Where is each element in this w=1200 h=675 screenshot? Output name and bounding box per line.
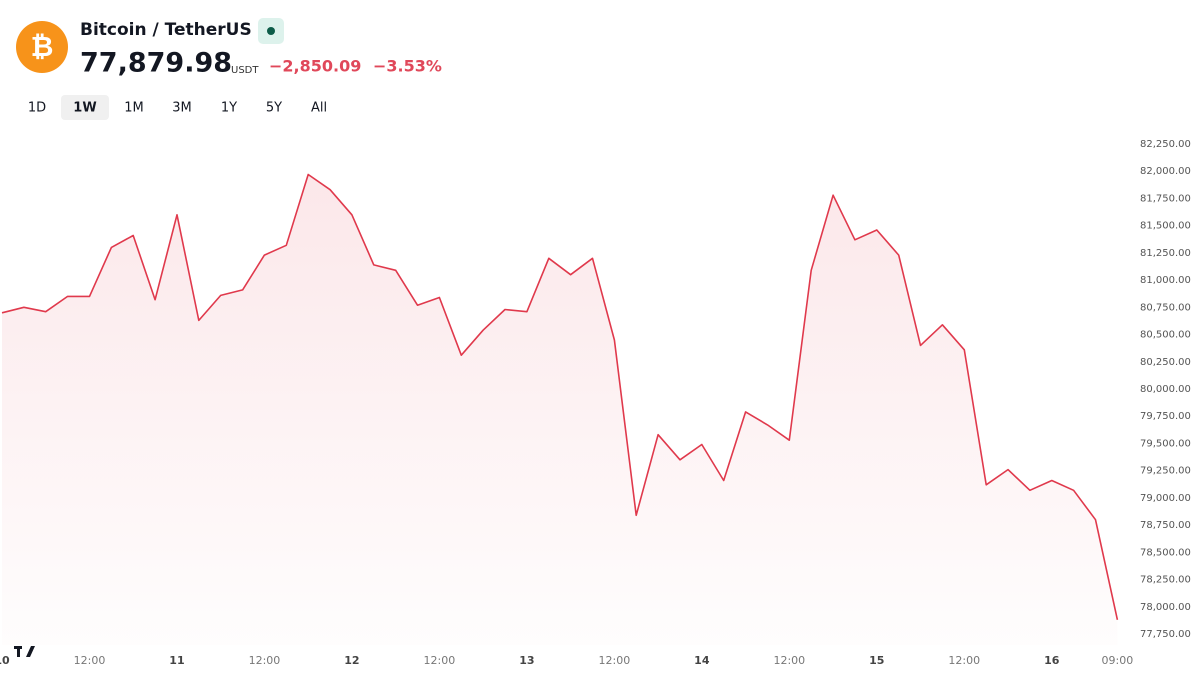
x-tick-label: 13 bbox=[519, 654, 534, 667]
x-tick-label: 12:00 bbox=[74, 654, 106, 667]
y-tick-label: 79,500.00 bbox=[1140, 438, 1191, 449]
status-dot bbox=[267, 27, 275, 35]
y-tick-label: 80,750.00 bbox=[1140, 302, 1191, 313]
x-tick-label: 10 bbox=[0, 654, 10, 667]
y-tick-label: 78,250.00 bbox=[1140, 575, 1191, 586]
y-tick-label: 81,750.00 bbox=[1140, 193, 1191, 204]
y-tick-label: 79,250.00 bbox=[1140, 466, 1191, 477]
range-tab[interactable]: 1W bbox=[73, 101, 96, 116]
price-line bbox=[1, 173, 1119, 620]
range-tab-bg[interactable] bbox=[61, 95, 109, 120]
y-tick-label: 78,500.00 bbox=[1140, 547, 1191, 558]
x-tick-label: 12:00 bbox=[773, 654, 805, 667]
logo-circle bbox=[16, 21, 68, 73]
x-tick-label: 12:00 bbox=[249, 654, 281, 667]
y-tick-label: 80,250.00 bbox=[1140, 357, 1191, 368]
price-change: −2,850.09 bbox=[269, 57, 361, 76]
y-tick-label: 81,000.00 bbox=[1140, 275, 1191, 286]
price-change-percent: −3.53% bbox=[373, 57, 442, 76]
range-tab[interactable]: 1M bbox=[124, 101, 144, 116]
y-tick-label: 80,500.00 bbox=[1140, 330, 1191, 341]
x-tick-label: 12:00 bbox=[424, 654, 456, 667]
x-tick-label: 12:00 bbox=[599, 654, 631, 667]
y-tick-label: 79,750.00 bbox=[1140, 411, 1191, 422]
y-tick-label: 78,750.00 bbox=[1140, 520, 1191, 531]
x-tick-label: 15 bbox=[869, 654, 884, 667]
x-tick-label: 16 bbox=[1044, 654, 1060, 667]
tv-logo bbox=[14, 646, 35, 657]
y-tick-label: 77,750.00 bbox=[1140, 629, 1191, 640]
price: 77,879.98 bbox=[80, 48, 232, 79]
price-unit: USDT bbox=[231, 65, 259, 76]
y-tick-label: 80,000.00 bbox=[1140, 384, 1191, 395]
range-tab[interactable]: 1D bbox=[28, 101, 46, 116]
x-tick-label: 12:00 bbox=[948, 654, 980, 667]
x-tick-label: 09:00 bbox=[1102, 654, 1134, 667]
symbol-title: Bitcoin / TetherUS bbox=[80, 20, 252, 40]
range-tab[interactable]: All bbox=[311, 101, 327, 116]
x-tick-label: 11 bbox=[169, 654, 184, 667]
range-tab[interactable]: 5Y bbox=[266, 101, 282, 116]
y-tick-label: 82,250.00 bbox=[1140, 139, 1191, 150]
logo-symbol: ₿ bbox=[31, 30, 54, 63]
y-tick-label: 81,500.00 bbox=[1140, 221, 1191, 232]
y-tick-label: 79,000.00 bbox=[1140, 493, 1191, 504]
area-fill bbox=[2, 174, 1118, 645]
y-tick-label: 82,000.00 bbox=[1140, 166, 1191, 177]
x-tick-label: 14 bbox=[694, 654, 710, 667]
range-tab[interactable]: 3M bbox=[172, 101, 192, 116]
y-tick-label: 78,000.00 bbox=[1140, 602, 1191, 613]
range-tab[interactable]: 1Y bbox=[221, 101, 237, 116]
x-tick-label: 12 bbox=[344, 654, 359, 667]
y-tick-label: 81,250.00 bbox=[1140, 248, 1191, 259]
